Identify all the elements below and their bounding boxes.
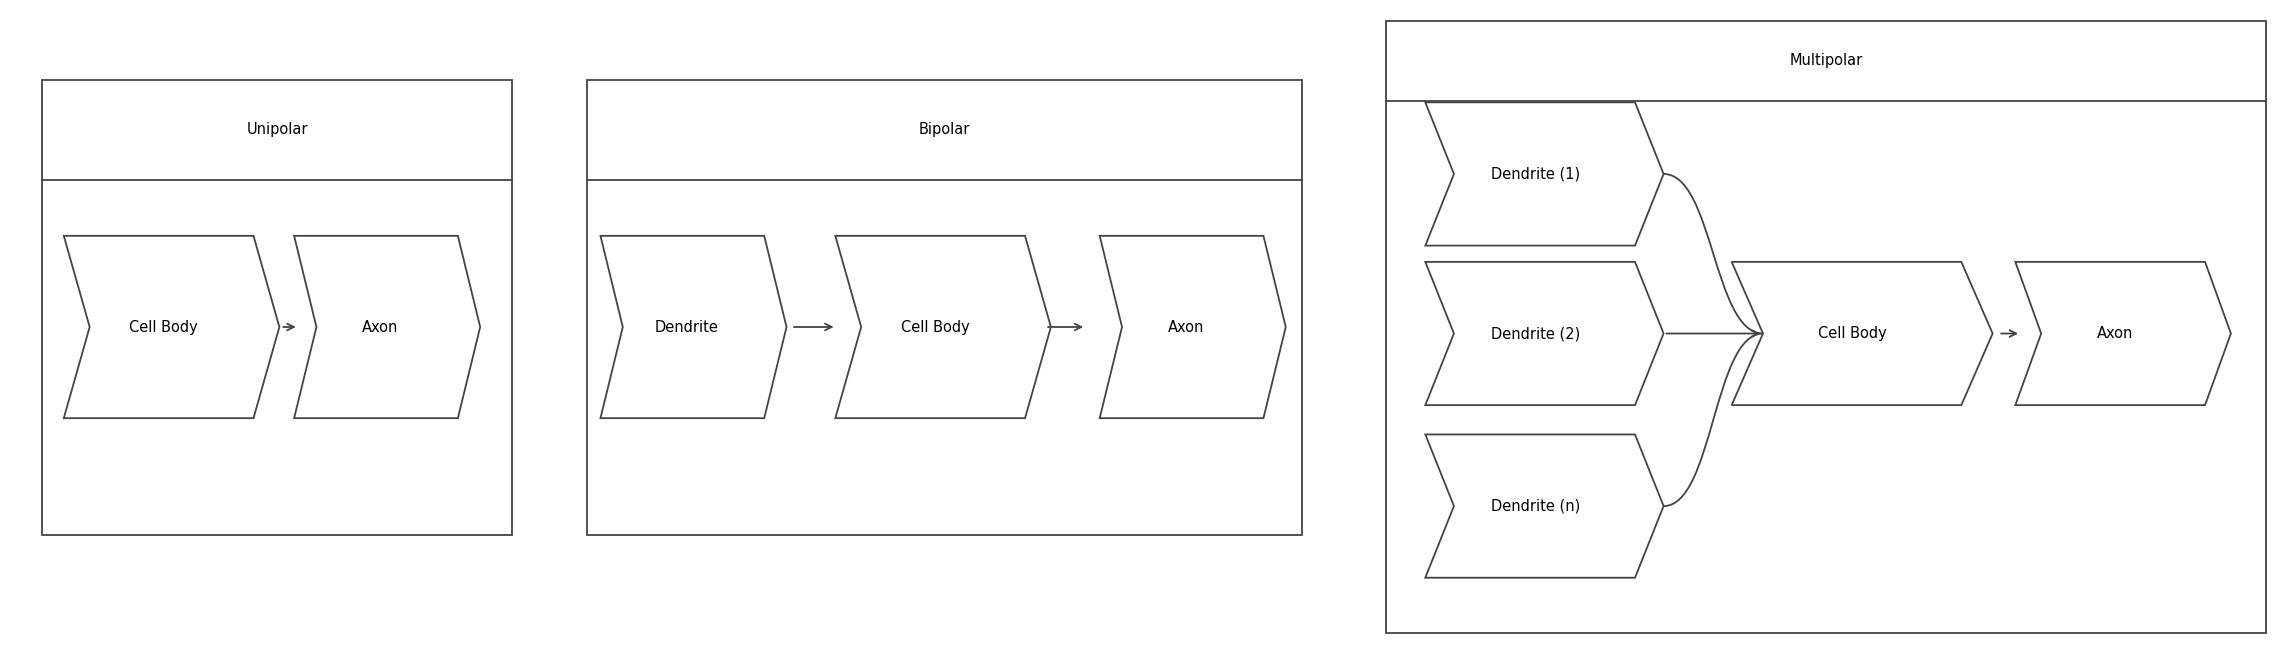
Text: Dendrite: Dendrite <box>654 320 718 334</box>
Text: Axon: Axon <box>361 320 398 334</box>
Text: Unipolar: Unipolar <box>245 122 307 137</box>
Bar <box>1386 21 2265 633</box>
Text: Dendrite (n): Dendrite (n) <box>1490 498 1581 513</box>
Text: Bipolar: Bipolar <box>918 122 970 137</box>
Text: Dendrite (1): Dendrite (1) <box>1490 167 1581 181</box>
Text: Axon: Axon <box>1168 320 1204 334</box>
Text: Multipolar: Multipolar <box>1790 53 1863 68</box>
Text: Cell Body: Cell Body <box>1818 326 1888 341</box>
Text: Axon: Axon <box>2097 326 2133 341</box>
Bar <box>586 80 1302 536</box>
Text: Dendrite (2): Dendrite (2) <box>1490 326 1581 341</box>
Text: Cell Body: Cell Body <box>130 320 198 334</box>
Bar <box>43 80 511 536</box>
Text: Cell Body: Cell Body <box>902 320 970 334</box>
